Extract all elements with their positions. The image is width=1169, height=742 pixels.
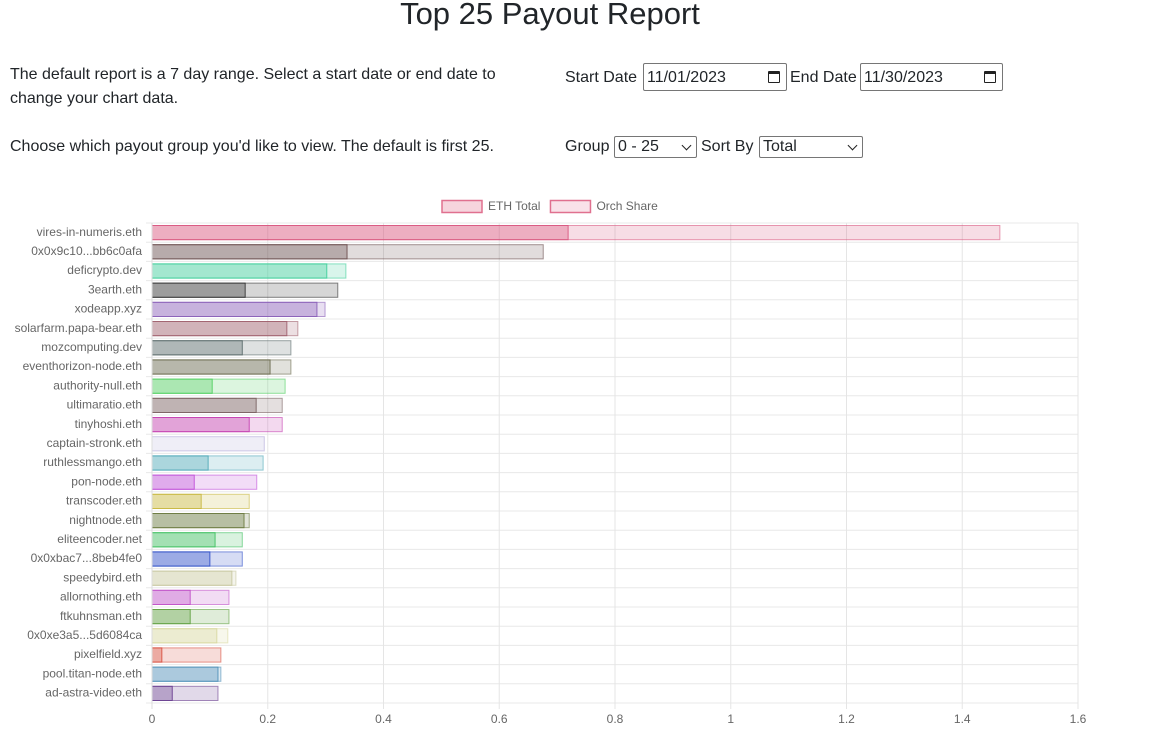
x-tick-label: 0.2 — [259, 712, 276, 726]
y-tick-label: captain-stronk.eth — [47, 436, 142, 450]
x-tick-label: 0.4 — [375, 712, 392, 726]
y-tick-label: pool.titan-node.eth — [43, 666, 142, 680]
legend-label: Orch Share — [596, 199, 658, 213]
y-tick-label: authority-null.eth — [53, 378, 142, 392]
bar — [151, 666, 219, 682]
bar — [151, 513, 245, 529]
bar — [151, 301, 318, 317]
group-label: Group — [565, 138, 610, 155]
y-tick-label: pixelfield.xyz — [74, 647, 142, 661]
bar — [151, 359, 271, 375]
y-tick-label: deficrypto.dev — [67, 263, 142, 277]
bar — [151, 589, 191, 605]
y-tick-label: pon-node.eth — [71, 474, 142, 488]
bar — [151, 378, 213, 394]
y-tick-label: ad-astra-video.eth — [45, 686, 142, 700]
sort-value: Total — [763, 138, 797, 155]
start-label: Start Date — [565, 69, 638, 86]
y-tick-label: xodeapp.xyz — [75, 302, 142, 316]
x-tick-label: 0.6 — [491, 712, 508, 726]
bar — [151, 397, 257, 413]
x-tick-label: 1.4 — [954, 712, 971, 726]
bar — [151, 340, 243, 356]
x-tick-label: 1.6 — [1070, 712, 1087, 726]
page-title: Top 25 Payout Report — [400, 0, 700, 31]
y-tick-label: transcoder.eth — [66, 494, 142, 508]
legend-swatch — [549, 199, 592, 214]
bar — [151, 570, 233, 586]
y-tick-label: ruthlessmango.eth — [43, 455, 142, 469]
end-label: End Date — [790, 69, 857, 86]
x-tick-label: 1 — [727, 712, 734, 726]
y-tick-label: solarfarm.papa-bear.eth — [15, 321, 142, 335]
bar — [151, 493, 202, 509]
bar — [151, 685, 173, 701]
y-tick-label: allornothing.eth — [60, 590, 142, 604]
y-tick-label: vires-in-numeris.eth — [37, 225, 142, 239]
y-tick-label: ftkuhnsman.eth — [60, 609, 142, 623]
bar — [151, 628, 218, 644]
y-tick-label: 0x0x9c10...bb6c0afa — [31, 244, 142, 258]
y-tick-label: eliteencoder.net — [57, 532, 142, 546]
legend-swatch — [441, 199, 483, 214]
y-tick-label: 0x0xbac7...8beb4fe0 — [31, 551, 143, 565]
sort-label: Sort By — [701, 138, 754, 155]
bar — [151, 647, 163, 663]
start-value: 11/01/2023 — [647, 69, 726, 86]
bar — [151, 321, 288, 337]
y-tick-label: ultimaratio.eth — [67, 398, 142, 412]
y-tick-label: tinyhoshi.eth — [75, 417, 142, 431]
bar — [151, 436, 265, 452]
bar — [151, 263, 328, 279]
sort-select[interactable]: Total — [759, 136, 863, 158]
bar — [151, 609, 191, 625]
date-help: The default report is a 7 day range. Sel… — [10, 66, 496, 107]
y-tick-label: eventhorizon-node.eth — [23, 359, 142, 373]
y-tick-label: 3earth.eth — [88, 282, 142, 296]
group-help: Choose which payout group you'd like to … — [10, 138, 494, 155]
bar — [151, 244, 348, 260]
bar — [151, 551, 211, 567]
y-tick-label: nightnode.eth — [69, 513, 142, 527]
group-value: 0 - 25 — [618, 138, 659, 155]
start-date[interactable]: 11/01/2023 — [643, 63, 787, 91]
y-tick-label: mozcomputing.dev — [41, 340, 142, 354]
bar — [151, 532, 216, 548]
group-select[interactable]: 0 - 25 — [614, 136, 697, 158]
y-tick-label: 0x0xe3a5...5d6084ca — [27, 628, 142, 642]
end-value: 11/30/2023 — [864, 69, 943, 86]
x-tick-label: 0.8 — [607, 712, 624, 726]
bar — [151, 417, 250, 433]
bar — [151, 474, 195, 490]
bar — [151, 282, 246, 298]
x-tick-label: 1.2 — [838, 712, 855, 726]
y-tick-label: speedybird.eth — [63, 570, 142, 584]
end-date[interactable]: 11/30/2023 — [860, 63, 1003, 91]
legend-label: ETH Total — [488, 199, 540, 213]
x-tick-label: 0 — [149, 712, 156, 726]
bar — [151, 455, 209, 471]
bar — [151, 225, 569, 241]
